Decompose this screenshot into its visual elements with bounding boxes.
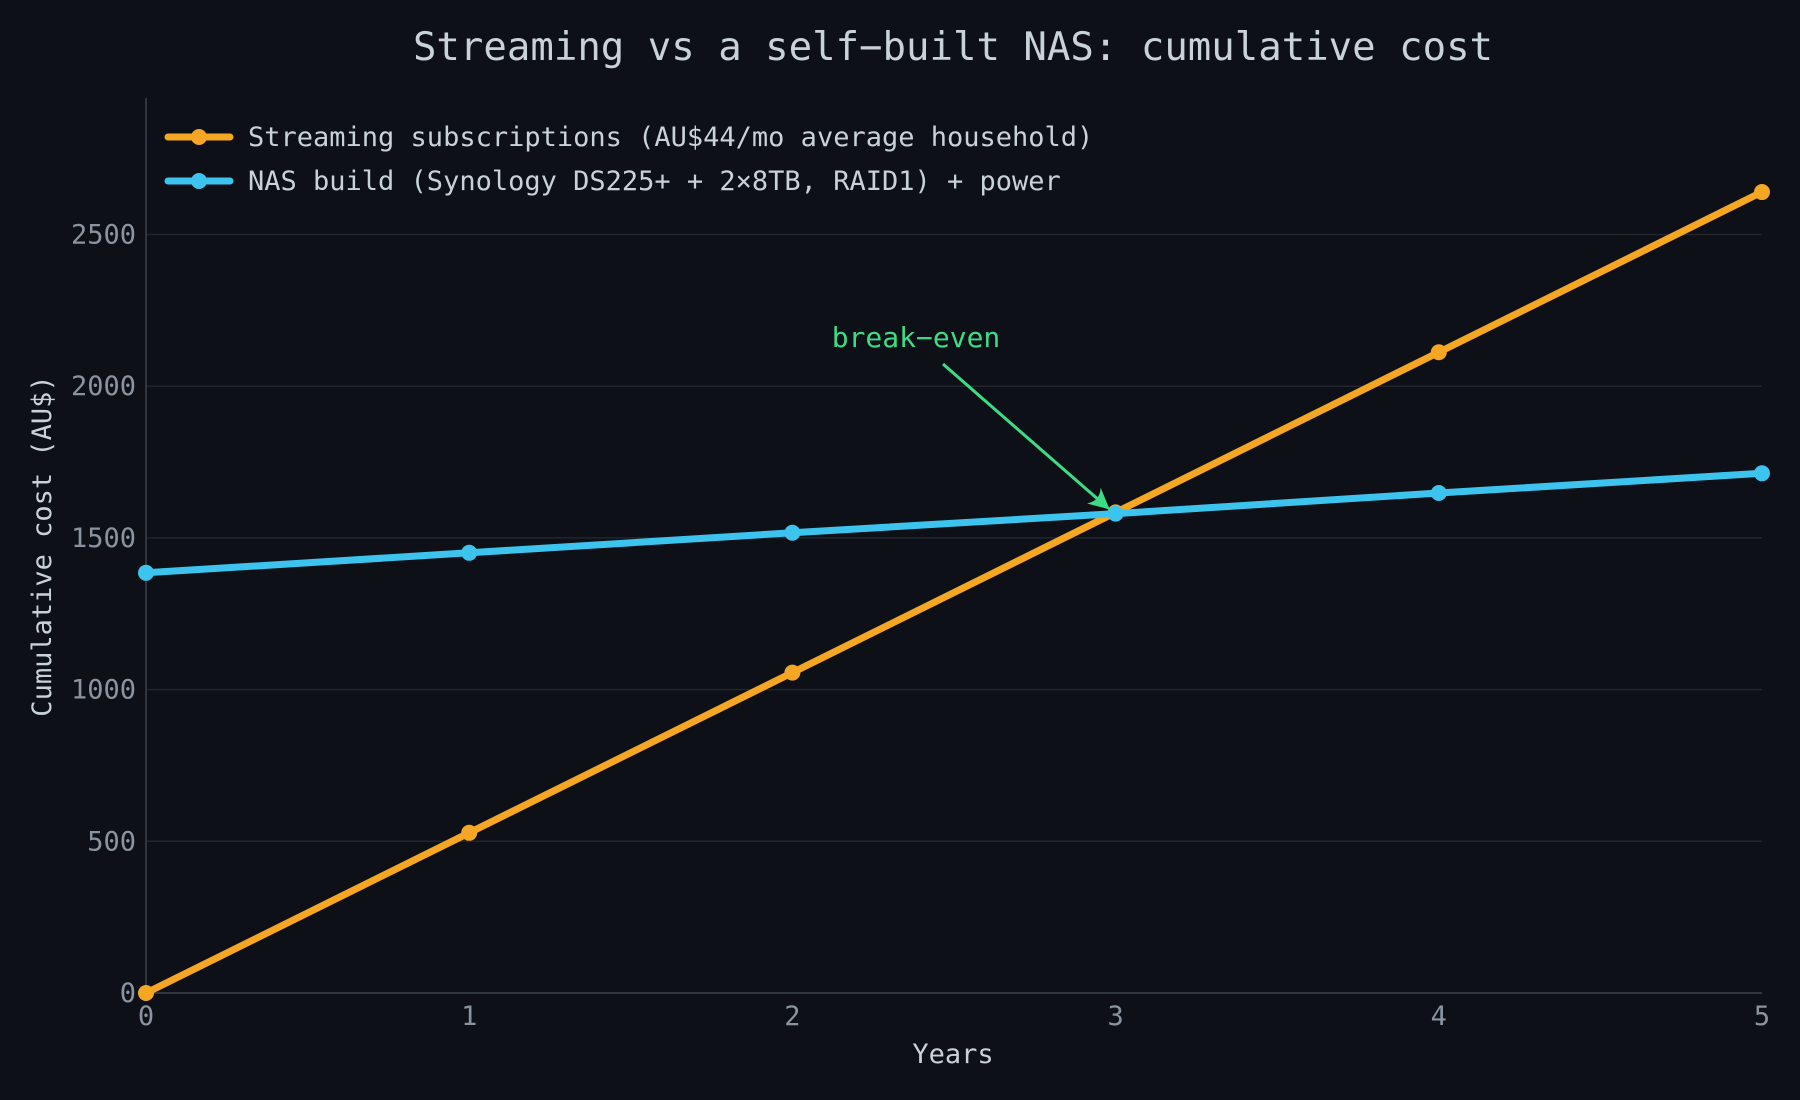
legend-item: NAS build (Synology DS225+ + 2×8TB, RAID… <box>164 166 1061 197</box>
series-nas <box>138 465 1770 581</box>
legend-label: Streaming subscriptions (AU$44/mo averag… <box>248 122 1093 153</box>
x-tick-label: 2 <box>784 1001 800 1032</box>
y-tick-label: 2000 <box>71 371 136 402</box>
chart-title: Streaming vs a self−built NAS: cumulativ… <box>413 25 1493 70</box>
series-line <box>142 469 1766 577</box>
y-tick-label: 500 <box>87 826 136 857</box>
series-streaming <box>138 184 1770 1001</box>
data-point <box>784 524 801 541</box>
y-tick-label: 1000 <box>71 675 136 706</box>
x-axis-label: Years <box>912 1039 993 1070</box>
x-tick-labels: 0 1 2 3 4 5 <box>138 1001 1770 1032</box>
y-tick-labels: 0 500 1000 1500 2000 2500 <box>71 220 136 1009</box>
data-point <box>1754 184 1770 201</box>
x-tick-label: 5 <box>1754 1001 1770 1032</box>
x-tick-label: 1 <box>461 1001 477 1032</box>
data-point <box>1754 465 1770 482</box>
data-point <box>1107 505 1124 522</box>
x-tick-label: 4 <box>1431 1001 1447 1032</box>
data-point <box>138 564 154 581</box>
x-tick-label: 3 <box>1107 1001 1123 1032</box>
legend-swatch-marker <box>191 129 207 145</box>
y-tick-label: 1500 <box>71 523 136 554</box>
data-point <box>461 544 478 561</box>
data-point <box>1430 485 1447 502</box>
data-point <box>784 664 801 681</box>
series-layer <box>138 184 1770 1001</box>
legend-item: Streaming subscriptions (AU$44/mo averag… <box>164 122 1093 153</box>
axes <box>145 98 1762 994</box>
break-even-label: break−even <box>832 321 1001 354</box>
annotation: break−even <box>832 321 1110 510</box>
y-tick-label: 0 <box>120 978 136 1009</box>
data-point <box>138 985 154 1001</box>
data-point <box>461 824 478 841</box>
grid <box>146 233 1762 843</box>
legend-swatch-marker <box>191 173 207 189</box>
y-axis-label: Cumulative cost (AU$) <box>27 375 58 716</box>
legend: Streaming subscriptions (AU$44/mo averag… <box>164 122 1093 197</box>
x-tick-label: 0 <box>138 1001 154 1032</box>
break-even-arrow <box>942 362 1110 510</box>
legend-label: NAS build (Synology DS225+ + 2×8TB, RAID… <box>248 166 1061 197</box>
series-line <box>142 188 1766 997</box>
data-point <box>1430 344 1447 361</box>
y-tick-label: 2500 <box>71 220 136 251</box>
